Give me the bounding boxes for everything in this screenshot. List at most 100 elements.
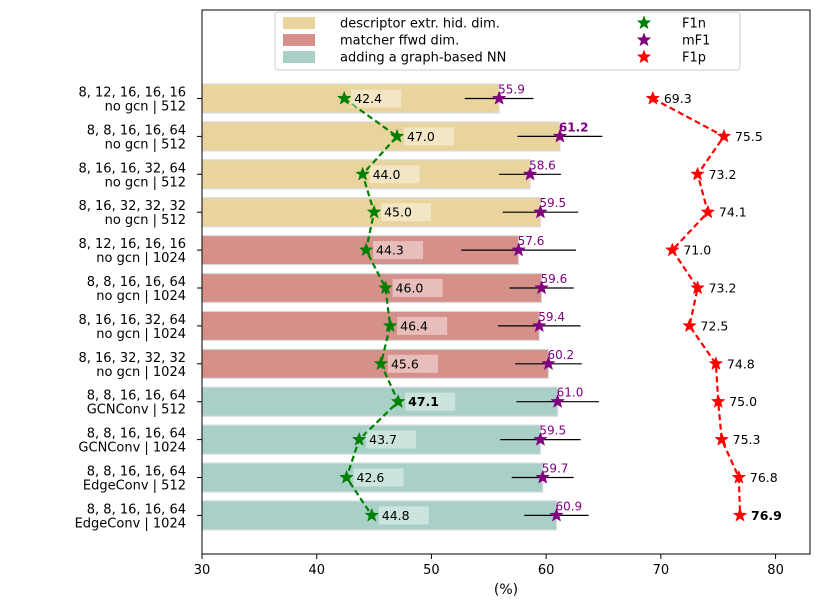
series-lines-layer	[343, 97, 742, 517]
f1p-marker	[665, 242, 680, 257]
y-tick-label: 8, 12, 16, 16, 16 no gcn | 512	[79, 86, 187, 115]
f1n-value-label: 44.3	[376, 243, 404, 258]
f1p-marker	[708, 356, 724, 371]
mf1-value-label: 59.7	[542, 462, 569, 476]
f1p-marker	[732, 507, 748, 522]
mf1-marker	[491, 90, 507, 105]
f1n-marker	[364, 507, 380, 522]
f1n-marker	[355, 166, 370, 181]
x-tick-label: 80	[767, 563, 784, 578]
y-tick-label: 8, 16, 32, 32, 32 no gcn | 1024	[79, 351, 187, 380]
y-tick-label-line: 8, 8, 16, 16, 64	[87, 465, 186, 480]
y-tick-label-line: 8, 16, 32, 32, 32	[79, 199, 187, 214]
bar	[201, 386, 559, 417]
f1p-line	[652, 97, 742, 516]
f1n-label-box	[369, 165, 420, 184]
y-tick-label-line: 8, 16, 16, 32, 64	[79, 161, 187, 176]
f1n-marker	[351, 431, 367, 446]
legend-label: matcher ffwd dim.	[340, 34, 459, 49]
f1p-marker	[710, 393, 726, 408]
f1n-marker	[373, 356, 389, 371]
f1p-marker	[716, 128, 732, 143]
f1p-value-label: 75.5	[735, 129, 763, 144]
x-axis: 30 40 50 60 70 80	[194, 554, 784, 578]
f1n-label-box	[404, 127, 455, 146]
legend-box	[274, 11, 741, 71]
bar	[201, 462, 544, 493]
f1n-value-label: 47.0	[407, 129, 435, 144]
mf1-marker	[534, 280, 549, 295]
y-tick-label-line: 8, 8, 16, 16, 64	[87, 427, 186, 442]
f1p-value-label: 74.1	[719, 205, 747, 220]
f1n-marker	[390, 393, 406, 408]
f1p-value-label: 75.3	[733, 432, 761, 447]
bars-layer	[201, 83, 561, 531]
f1p-marker	[731, 469, 747, 484]
f1n-label-box	[373, 241, 424, 260]
mf1-value-label: 57.6	[518, 234, 545, 248]
mf1-value-label: 61.0	[557, 386, 584, 400]
y-tick-label-line: 8, 8, 16, 16, 64	[87, 389, 186, 404]
y-tick-label-line: 8, 16, 16, 32, 64	[79, 313, 187, 328]
y-tick-label-line: EdgeConv | 512	[83, 479, 186, 494]
x-tick-label: 40	[308, 563, 325, 578]
f1n-marker	[366, 204, 382, 219]
mf1-marker	[541, 356, 556, 371]
y-tick-label-line: no gcn | 1024	[96, 289, 186, 304]
mf1-marker	[522, 166, 538, 181]
mf1-value-label: 59.6	[541, 272, 568, 286]
x-tick-label: 70	[653, 563, 670, 578]
f1n-value-label: 43.7	[369, 432, 397, 447]
f1p-marker	[700, 204, 716, 219]
f1p-value-label: 74.8	[727, 356, 755, 371]
bar	[201, 272, 543, 304]
f1n-value-label: 42.4	[354, 91, 382, 106]
y-tick-label-line: no gcn | 1024	[96, 327, 186, 342]
y-tick-label: 8, 16, 16, 32, 64 no gcn | 512	[79, 161, 187, 190]
x-tick-label: 60	[538, 563, 555, 578]
f1n-value-label: 47.1	[408, 394, 439, 409]
mf1-value-label: 58.6	[529, 158, 556, 172]
legend-marker	[636, 15, 652, 30]
y-tick-label-line: EdgeConv | 1024	[75, 516, 186, 531]
y-tick-label-line: 8, 12, 16, 16, 16	[79, 86, 187, 101]
legend-label: F1p	[682, 51, 706, 66]
f1n-label-box	[387, 354, 438, 373]
y-tick-label-line: 8, 16, 32, 32, 32	[79, 351, 187, 366]
y-tick-label-line: no gcn | 512	[105, 213, 186, 228]
f1p-value-label: 73.2	[709, 167, 737, 182]
legend: descriptor extr. hid. dim. matcher ffwd d…	[274, 11, 741, 71]
f1n-label-box	[351, 89, 402, 108]
f1n-marker	[382, 318, 398, 333]
legend-label: descriptor extr. hid. dim.	[340, 17, 500, 32]
legend-marker	[636, 49, 652, 64]
f1n-marker	[378, 280, 393, 295]
y-tick-label: 8, 8, 16, 16, 64 EdgeConv | 512	[83, 465, 186, 494]
markers-layer	[336, 90, 748, 522]
f1p-marker	[690, 166, 705, 181]
f1n-line	[343, 97, 400, 517]
bar	[201, 310, 540, 341]
mf1-marker	[533, 204, 548, 219]
y-tick-label-line: no gcn | 512	[105, 175, 186, 190]
legend-label: F1n	[682, 17, 706, 32]
f1n-value-label: 45.0	[384, 205, 412, 220]
f1n-marker	[358, 242, 374, 257]
mf1-marker	[552, 128, 568, 143]
f1p-value-label: 69.3	[664, 91, 692, 106]
y-tick-label-line: no gcn | 1024	[96, 251, 186, 266]
f1n-value-label: 46.0	[396, 281, 424, 296]
f1n-label-box	[392, 279, 443, 297]
y-tick-label: 8, 8, 16, 16, 64 EdgeConv | 1024	[75, 502, 186, 531]
mf1-value-label: 59.4	[538, 310, 565, 324]
f1p-marker	[645, 90, 661, 105]
y-tick-label: 8, 8, 16, 16, 64 no gcn | 512	[87, 123, 186, 152]
legend-marker	[636, 32, 652, 47]
y-tick-label: 8, 8, 16, 16, 64 GCNConv | 1024	[78, 427, 186, 456]
f1n-label-box	[397, 316, 448, 335]
x-tick-label: 50	[423, 563, 440, 578]
legend-swatch	[283, 17, 315, 29]
f1p-value-label: 75.0	[729, 394, 757, 409]
f1n-marker	[389, 128, 405, 143]
